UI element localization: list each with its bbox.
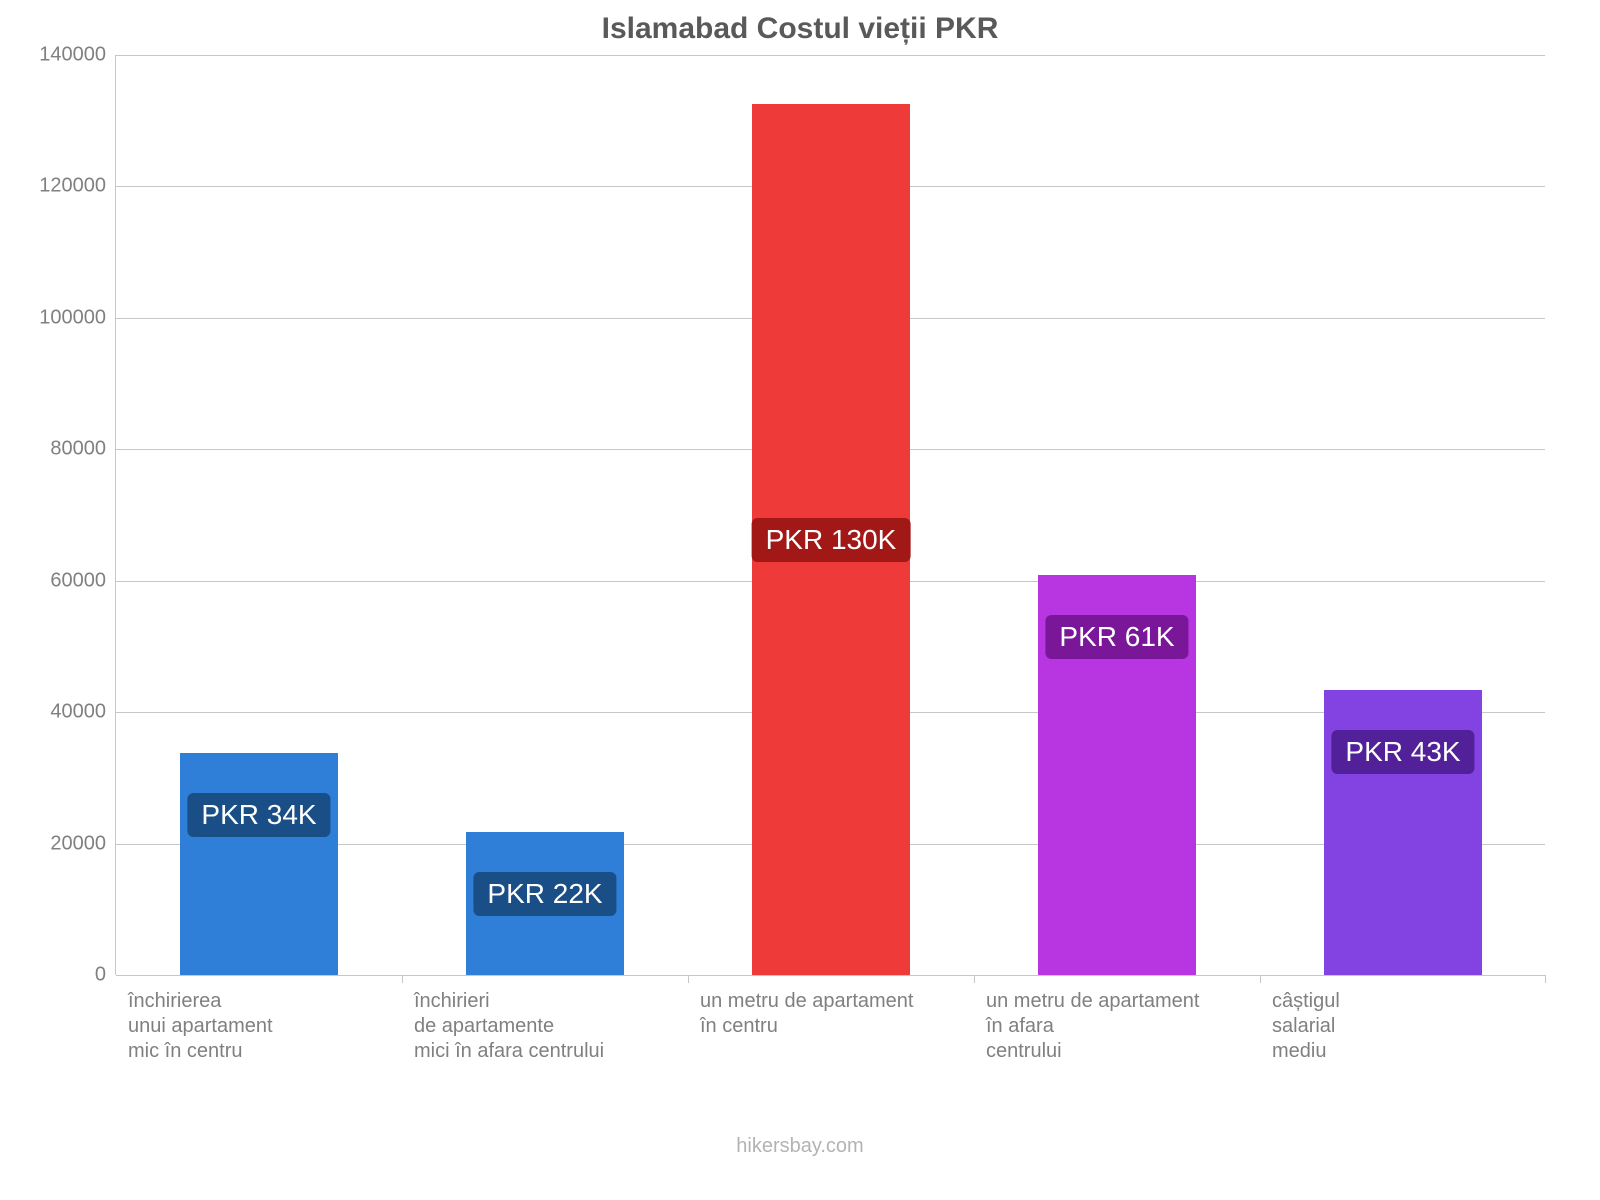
bar-value-label: PKR 130K	[752, 518, 911, 562]
chart-title: Islamabad Costul vieții PKR	[0, 12, 1600, 46]
x-tick	[1260, 975, 1261, 983]
x-tick-label: un metru de apartamentîn centru	[700, 975, 968, 1039]
y-tick-label: 80000	[50, 438, 116, 461]
y-tick-label: 40000	[50, 701, 116, 724]
x-tick-label: un metru de apartamentîn afaracentrului	[986, 975, 1254, 1064]
bar: PKR 43K	[1324, 690, 1481, 975]
chart-credit: hikersbay.com	[0, 1135, 1600, 1158]
y-tick-label: 120000	[39, 175, 116, 198]
x-tick-label: închirieride apartamentemici în afara ce…	[414, 975, 682, 1064]
x-tick	[974, 975, 975, 983]
bar-value-label: PKR 34K	[187, 793, 330, 837]
y-tick-label: 140000	[39, 44, 116, 67]
x-tick-label: închiriereaunui apartamentmic în centru	[128, 975, 396, 1064]
plot-area: 020000400006000080000100000120000140000P…	[115, 55, 1545, 975]
y-tick-label: 60000	[50, 569, 116, 592]
bar: PKR 34K	[180, 753, 337, 975]
x-tick	[402, 975, 403, 983]
bar: PKR 22K	[466, 832, 623, 975]
bar-value-label: PKR 43K	[1331, 730, 1474, 774]
bar-value-label: PKR 61K	[1045, 615, 1188, 659]
bar: PKR 130K	[752, 104, 909, 975]
gridline	[116, 55, 1545, 56]
bar: PKR 61K	[1038, 575, 1195, 975]
x-tick	[1545, 975, 1546, 983]
y-tick-label: 0	[95, 964, 116, 987]
x-tick	[688, 975, 689, 983]
y-tick-label: 20000	[50, 832, 116, 855]
y-tick-label: 100000	[39, 306, 116, 329]
bar-value-label: PKR 22K	[473, 872, 616, 916]
x-tick-label: câștigulsalarialmediu	[1272, 975, 1540, 1064]
chart-container: Islamabad Costul vieții PKR 020000400006…	[0, 0, 1600, 1200]
